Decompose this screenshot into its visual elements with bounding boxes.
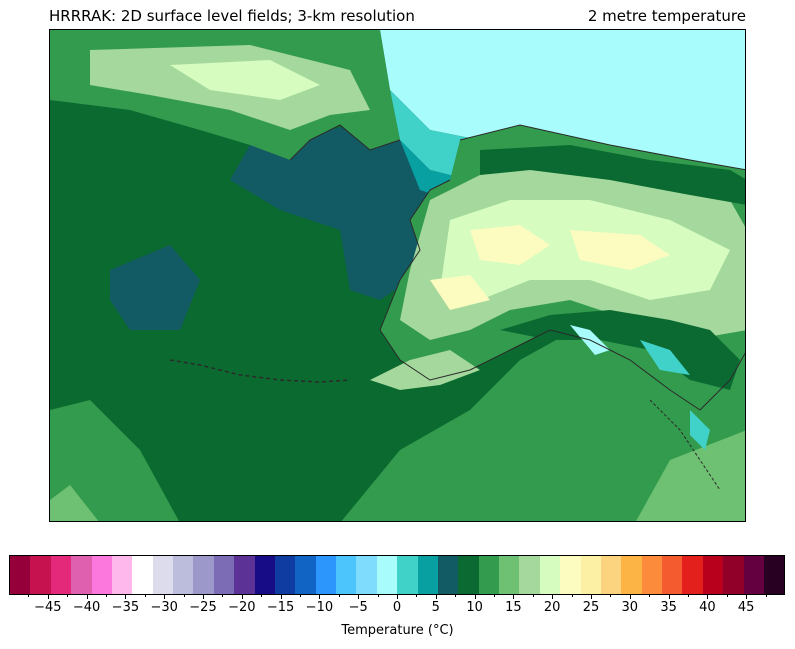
colorbar-segment: [173, 556, 194, 594]
ocean-warmer-patch-southeast: [636, 430, 745, 521]
colorbar-tick-label: −45: [34, 600, 62, 615]
colorbar: [9, 555, 785, 595]
colorbar-segment: [560, 556, 581, 594]
colorbar-segment: [274, 556, 296, 594]
colorbar-tick-label: −15: [266, 600, 295, 615]
glacier-3: [690, 410, 710, 450]
colorbar-label: Temperature (°C): [341, 623, 454, 638]
colorbar-segment: [743, 556, 764, 594]
west-south-coastline: [379, 179, 745, 411]
colorbar-segment: [519, 556, 540, 594]
colorbar-segment: [254, 556, 275, 594]
colorbar-tick-label: 5: [431, 600, 440, 615]
colorbar-segment: [600, 556, 622, 594]
colorbar-segment: [376, 556, 398, 594]
glacier-2: [640, 340, 690, 375]
colorbar-tick-label: 0: [392, 600, 402, 615]
southeast-islands: [649, 399, 721, 491]
bering-sea-cool-water: [230, 120, 460, 300]
colorbar-segment: [397, 556, 418, 594]
ocean-warm-band-southwest: [50, 400, 179, 521]
colorbar-tick-label: 10: [466, 600, 483, 615]
north-coastline: [459, 124, 745, 171]
colorbar-tick-label: 35: [660, 600, 677, 615]
colorbar-tick-label: −35: [111, 600, 140, 615]
colorbar-tick-label: 15: [505, 600, 522, 615]
colorbar-segment: [478, 556, 499, 594]
colorbar-segment: [763, 556, 785, 594]
colorbar-segment: [315, 556, 336, 594]
field-title: 2 metre temperature: [587, 7, 746, 25]
ocean-warmer-patch-southwest: [50, 485, 99, 521]
interior-warm-area-2: [570, 230, 670, 270]
brooks-range: [480, 145, 745, 205]
colorbar-tick-label: −10: [305, 600, 334, 615]
alaska-peninsula: [370, 350, 480, 390]
colorbar-segment: [458, 556, 479, 594]
colorbar-segment: [111, 556, 133, 594]
interior-warm-area-3: [430, 275, 490, 310]
map-canvas: [50, 30, 745, 521]
colorbar-ticks: −45 −40 −35 −30 −25 −20 −15 −10 −5 0 5 10 15 20 25 30 35…: [9, 595, 785, 625]
chukotka-coastline: [289, 124, 401, 161]
colorbar-tick-label: −25: [189, 600, 217, 615]
colorbar-segment: [50, 556, 72, 594]
chukotka-uplands: [170, 60, 320, 100]
interior-warm-area-1: [470, 225, 550, 265]
sea-ice-arctic: [380, 30, 745, 170]
colorbar-tick-label: −30: [150, 600, 178, 615]
colorbar-segment: [336, 556, 357, 594]
colorbar-segment: [621, 556, 642, 594]
colorbar-segment: [702, 556, 724, 594]
colorbar-segment: [662, 556, 683, 594]
colorbar-tick-label: −40: [72, 600, 101, 615]
colorbar-tick-label: 20: [543, 600, 561, 615]
colorbar-segment: [30, 556, 51, 594]
colorbar-segment: [193, 556, 214, 594]
colorbar-segment: [641, 556, 662, 594]
colorbar-segment: [152, 556, 173, 594]
colorbar-segment: [580, 556, 601, 594]
colorbar-tick-label: 40: [699, 600, 716, 615]
colorbar-segment: [417, 556, 438, 594]
colorbar-segment: [10, 556, 31, 594]
colorbar-segment: [499, 556, 520, 594]
plot-title: HRRRAK: 2D surface level fields; 3-km re…: [49, 7, 415, 25]
temperature-map: [49, 29, 746, 522]
colorbar-tick-label: 30: [621, 600, 639, 615]
aleutian-islands: [169, 359, 351, 383]
colorbar-tick-label: −5: [348, 600, 368, 615]
colorbar-segment: [682, 556, 703, 594]
colorbar-segment: [295, 556, 316, 594]
colorbar-segment: [723, 556, 744, 594]
colorbar-segment: [132, 556, 153, 594]
colorbar-segment: [234, 556, 255, 594]
colorbar-segment: [91, 556, 112, 594]
colorbar-segment: [213, 556, 235, 594]
colorbar-segment: [356, 556, 377, 594]
colorbar-segment: [437, 556, 459, 594]
cool-water-patch: [110, 245, 200, 330]
colorbar-tick-label: −20: [228, 600, 256, 615]
colorbar-tick-label: 45: [737, 600, 755, 615]
colorbar-segment: [539, 556, 561, 594]
colorbar-tick-label: 25: [582, 600, 600, 615]
colorbar-segment: [71, 556, 92, 594]
